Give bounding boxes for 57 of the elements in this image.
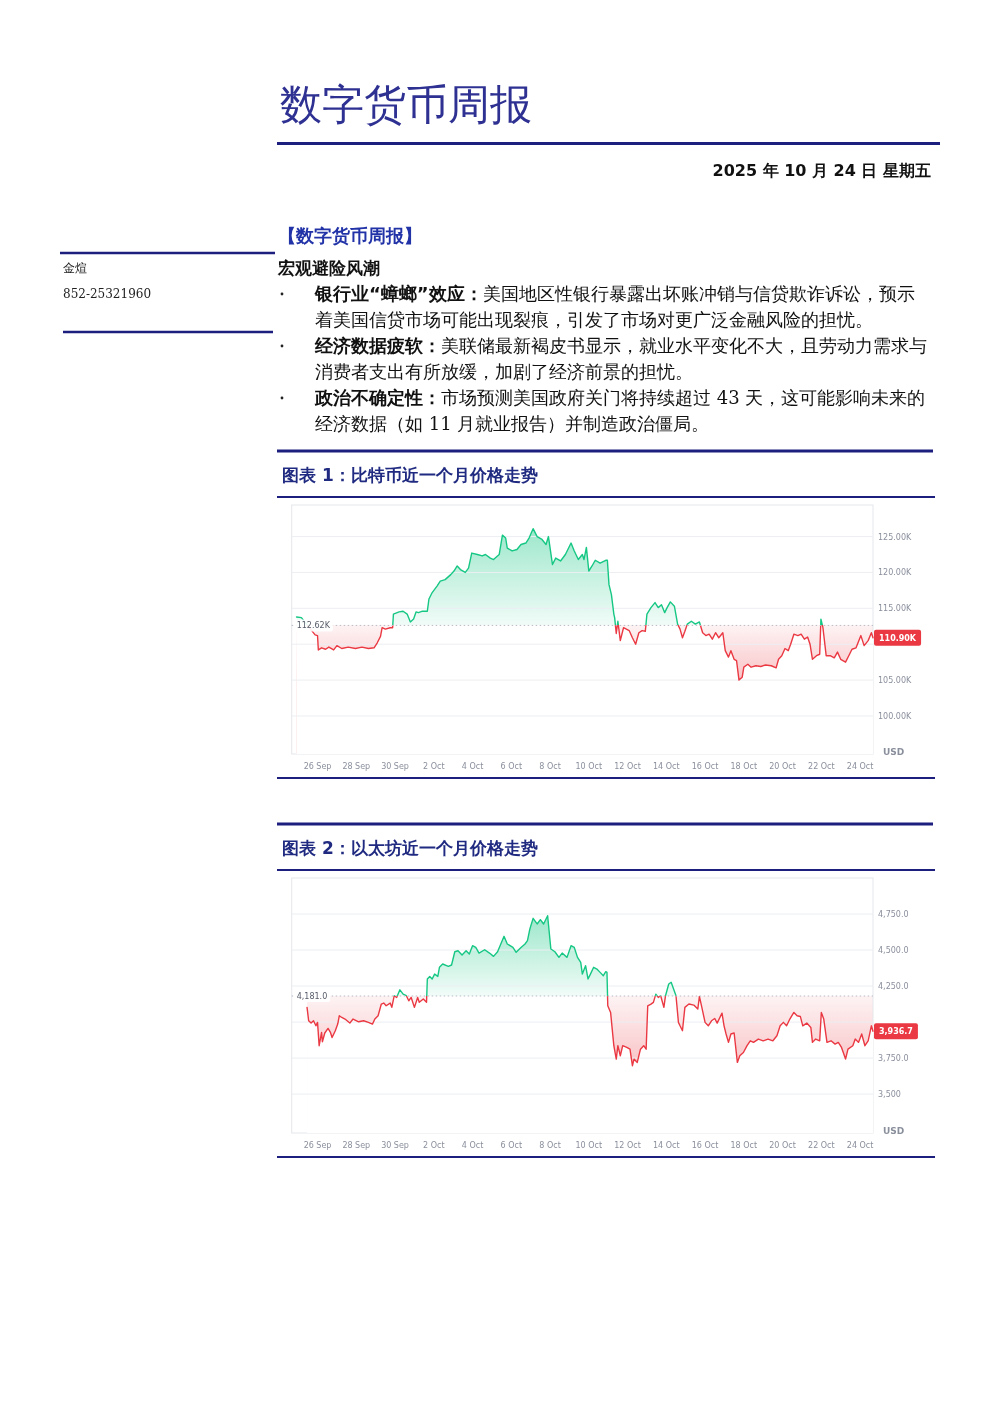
x-tick-label: 28 Sep bbox=[342, 1141, 371, 1150]
annotation: 110.90K bbox=[879, 633, 917, 643]
text: 银行业“蟑螂”效应：美国地区性银行暴露出坏账冲销与信贷欺诈诉讼，预示着美国信贷市场可能出现裂痕，引发了市场对更广泛金融风险的担忧。 bbox=[314, 283, 915, 330]
y-axis-title: USD bbox=[883, 747, 905, 757]
text: 经济数据疲软：美联储最新褐皮书显示，就业水平变化不大，且劳动力需求与消费者支出有所放缓，加剧了经济前景的担忧。 bbox=[314, 335, 927, 382]
x-tick-label: 12 Oct bbox=[614, 762, 641, 771]
x-tick-label: 10 Oct bbox=[575, 1141, 603, 1150]
y-tick-label: 105.00K bbox=[878, 676, 912, 686]
text: 852-25321960 bbox=[63, 287, 152, 301]
y-tick-label: 100.00K bbox=[878, 711, 912, 721]
text: 【数字货币周报】 bbox=[278, 225, 422, 246]
x-tick-label: 18 Oct bbox=[730, 1141, 758, 1150]
text: 2025 年 10 月 24 日 星期五 bbox=[712, 161, 931, 180]
x-tick-label: 30 Sep bbox=[381, 1141, 409, 1150]
x-tick-label: 12 Oct bbox=[614, 1141, 641, 1150]
x-tick-label: 18 Oct bbox=[730, 762, 758, 771]
y-tick-label: 115.00K bbox=[878, 604, 912, 614]
x-tick-label: 4 Oct bbox=[461, 1141, 484, 1150]
x-tick-label: 14 Oct bbox=[653, 762, 680, 771]
annotation: 3,936.7 bbox=[879, 1027, 913, 1037]
x-tick-label: 6 Oct bbox=[500, 1141, 523, 1150]
x-tick-label: 16 Oct bbox=[691, 762, 719, 771]
x-tick-label: 8 Oct bbox=[539, 762, 561, 771]
x-tick-label: 20 Oct bbox=[769, 762, 796, 771]
y-tick-label: 4,500.0 bbox=[878, 946, 909, 956]
x-tick-label: 22 Oct bbox=[808, 762, 835, 771]
x-tick-label: 2 Oct bbox=[423, 1141, 445, 1150]
x-tick-label: 10 Oct bbox=[575, 762, 603, 771]
chart-title: 图表 1：比特币近一个月价格走势 bbox=[282, 465, 538, 485]
ref-line-label: 4,181.0 bbox=[296, 991, 328, 1001]
text: 政治不确定性：市场预测美国政府关门将持续超过 43 天，这可能影响未来的经济数据（如 11 月就业报告）并制造政治僵局。 bbox=[314, 387, 926, 434]
y-tick-label: 4,250.0 bbox=[878, 982, 909, 992]
y-axis-title: USD bbox=[883, 1126, 905, 1136]
x-tick-label: 30 Sep bbox=[381, 762, 409, 771]
x-tick-label: 28 Sep bbox=[342, 762, 371, 771]
x-tick-label: 20 Oct bbox=[769, 1141, 796, 1150]
x-tick-label: 6 Oct bbox=[500, 762, 523, 771]
y-tick-label: 3,750.0 bbox=[878, 1054, 909, 1064]
x-tick-label: 24 Oct bbox=[846, 1141, 874, 1150]
chart-title: 图表 2：以太坊近一个月价格走势 bbox=[282, 838, 538, 858]
x-tick-label: 8 Oct bbox=[539, 1141, 561, 1150]
x-tick-label: 2 Oct bbox=[423, 762, 445, 771]
y-tick-label: 4,750.0 bbox=[878, 910, 909, 920]
y-tick-label: 3,500 bbox=[878, 1090, 901, 1100]
x-tick-label: 26 Sep bbox=[303, 762, 332, 771]
x-tick-label: 26 Sep bbox=[303, 1141, 332, 1150]
x-tick-label: 22 Oct bbox=[808, 1141, 835, 1150]
text: 数字货币周报 bbox=[280, 80, 532, 129]
ref-line-label: 112.62K bbox=[296, 621, 331, 631]
x-tick-label: 24 Oct bbox=[846, 762, 874, 771]
text: 金煊 bbox=[63, 261, 87, 275]
x-tick-label: 14 Oct bbox=[653, 1141, 680, 1150]
y-tick-label: 120.00K bbox=[878, 568, 912, 578]
text: 宏观避险风潮 bbox=[277, 258, 380, 278]
x-tick-label: 4 Oct bbox=[461, 762, 484, 771]
y-tick-label: 125.00K bbox=[878, 532, 912, 542]
x-tick-label: 16 Oct bbox=[691, 1141, 719, 1150]
